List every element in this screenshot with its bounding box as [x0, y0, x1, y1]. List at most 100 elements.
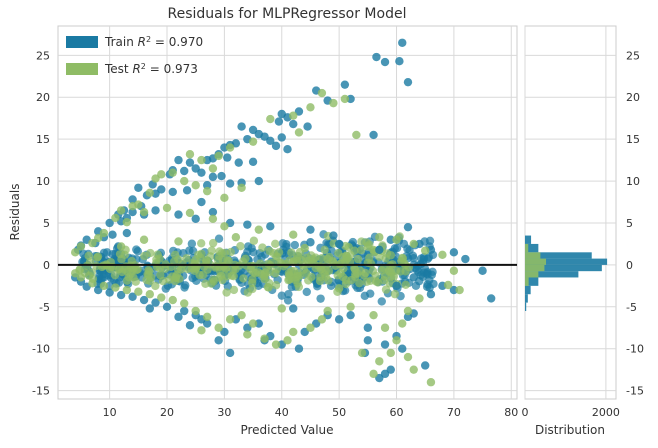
distribution-bar [525, 235, 532, 244]
residual-point [139, 207, 149, 217]
residual-point [392, 281, 401, 291]
residual-point [111, 283, 120, 292]
residual-point [174, 210, 183, 219]
y-tick-label: -5 [39, 301, 50, 314]
band-point [257, 269, 266, 279]
residual-point [363, 242, 373, 251]
band-point [339, 264, 348, 273]
distribution-bar [525, 258, 608, 265]
band-point [219, 261, 228, 271]
residual-point [197, 155, 206, 165]
band-point [247, 243, 256, 253]
residual-point [329, 98, 338, 108]
band-point [84, 251, 93, 261]
residual-point [352, 130, 361, 140]
band-point [146, 248, 155, 258]
y-axis-label: Residuals [8, 184, 22, 241]
band-point [146, 273, 156, 282]
distribution-bar [525, 294, 528, 303]
band-point [365, 253, 374, 263]
band-point [181, 281, 190, 290]
residual-point [202, 312, 212, 322]
residual-point [174, 237, 183, 246]
band-point [208, 238, 218, 248]
residual-point [369, 369, 378, 379]
distribution-bar [525, 277, 539, 286]
band-point [291, 275, 300, 285]
distribution-bar [525, 264, 602, 272]
residual-point [323, 306, 332, 316]
residual-point [139, 235, 149, 244]
band-point [215, 273, 224, 282]
band-point [297, 255, 306, 265]
residual-point [271, 340, 281, 349]
main-plot: 10 20 30 40 50 60 70 80 -15 -10 -5 0 5 10 15 20 25 [32, 25, 518, 419]
residual-point [105, 288, 114, 297]
distribution-bar [525, 302, 527, 311]
residual-point [294, 128, 304, 137]
y-tick-label: 20 [36, 91, 50, 104]
residual-point [438, 250, 447, 260]
band-point [241, 254, 250, 263]
y-tick-label: 0 [43, 259, 50, 272]
band-point [328, 256, 337, 266]
band-point [120, 265, 129, 274]
residual-point [357, 348, 367, 358]
residual-point [266, 114, 275, 124]
residual-point [283, 145, 292, 154]
band-point [171, 273, 180, 283]
band-point [151, 281, 160, 291]
residual-point [116, 290, 126, 300]
residual-point [478, 266, 487, 275]
band-point [152, 255, 161, 264]
band-point [156, 270, 165, 280]
residual-point [202, 186, 212, 196]
residual-point [208, 207, 218, 217]
band-point [294, 282, 304, 292]
residual-point [340, 80, 350, 89]
band-point [315, 276, 325, 286]
residual-point [294, 344, 304, 353]
band-point [115, 249, 125, 259]
band-point [360, 291, 370, 301]
residual-point [71, 269, 80, 278]
residual-point [386, 348, 395, 358]
residual-point [220, 222, 229, 231]
band-point [287, 248, 296, 257]
dist-y-tick-label: 0 [626, 259, 633, 272]
residual-point [380, 340, 390, 349]
band-point [355, 278, 364, 288]
y-tick-label: 10 [36, 175, 50, 188]
band-point [420, 264, 430, 273]
band-point [284, 275, 293, 285]
residual-point [237, 122, 246, 131]
residual-point [415, 294, 424, 303]
residual-point [191, 214, 200, 223]
band-point [299, 265, 308, 274]
band-point [222, 288, 231, 297]
band-point [333, 271, 342, 280]
residual-point [157, 185, 166, 194]
band-point [231, 264, 240, 274]
band-point [255, 259, 265, 268]
band-point [96, 275, 105, 284]
residual-point [214, 323, 223, 332]
residual-point [455, 285, 464, 295]
residual-point [122, 228, 132, 238]
band-point [249, 268, 258, 277]
residual-point [197, 168, 206, 177]
residual-point [409, 365, 418, 374]
band-point [165, 275, 174, 284]
band-point [357, 237, 366, 246]
band-point [269, 249, 278, 258]
band-point [161, 284, 170, 293]
y-tick-label: -15 [32, 385, 50, 398]
residual-point [145, 304, 154, 313]
residual-point [303, 122, 312, 131]
residual-point [237, 310, 246, 320]
residual-point [208, 172, 218, 182]
residual-point [225, 143, 235, 152]
residual-point [277, 133, 286, 142]
residual-point [108, 230, 117, 239]
band-point [429, 279, 438, 289]
